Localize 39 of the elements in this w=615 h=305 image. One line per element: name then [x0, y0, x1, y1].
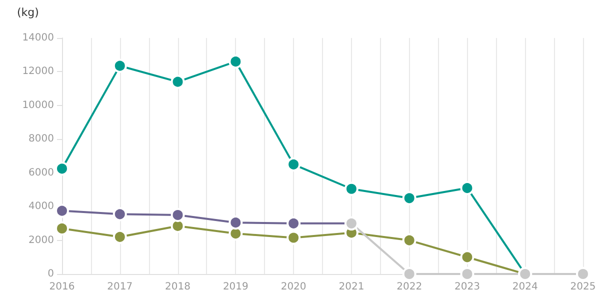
point	[460, 267, 474, 281]
x-tick-label: 2018	[165, 282, 191, 292]
point	[170, 74, 185, 89]
point	[286, 157, 301, 172]
x-tick-label: 2022	[396, 282, 422, 292]
point	[55, 204, 69, 218]
x-tick-label: 2020	[280, 282, 306, 292]
x-tick-label: 2025	[570, 282, 596, 292]
x-tick-label: 2016	[49, 282, 75, 292]
y-tick-label: 0	[48, 268, 54, 280]
y-tick-label: 4000	[28, 201, 54, 212]
point	[112, 230, 127, 244]
point	[55, 221, 69, 236]
point	[286, 216, 301, 230]
y-tick-label: 14000	[22, 32, 54, 44]
x-tick-label: 2024	[512, 282, 538, 292]
point	[460, 250, 474, 264]
point	[228, 54, 243, 69]
x-tick-label: 2019	[222, 282, 248, 292]
y-tick-label: 6000	[28, 167, 54, 178]
x-tick-label: 2021	[338, 282, 364, 292]
point	[344, 182, 358, 196]
point	[112, 58, 127, 73]
y-tick-label: 8000	[28, 134, 54, 145]
point	[228, 216, 243, 230]
y-axis-title: (kg)	[17, 6, 39, 19]
y-tick-label: 10000	[22, 100, 54, 111]
point	[112, 207, 127, 222]
point	[402, 267, 416, 281]
point	[460, 181, 474, 196]
y-tick-label: 12000	[22, 66, 54, 78]
point	[55, 162, 69, 176]
x-tick-label: 2017	[107, 282, 133, 292]
point	[402, 233, 416, 248]
y-tick-label: 2000	[28, 234, 54, 246]
point	[170, 208, 185, 222]
point	[286, 230, 301, 245]
point	[402, 191, 416, 206]
x-tick-label: 2023	[454, 282, 480, 292]
